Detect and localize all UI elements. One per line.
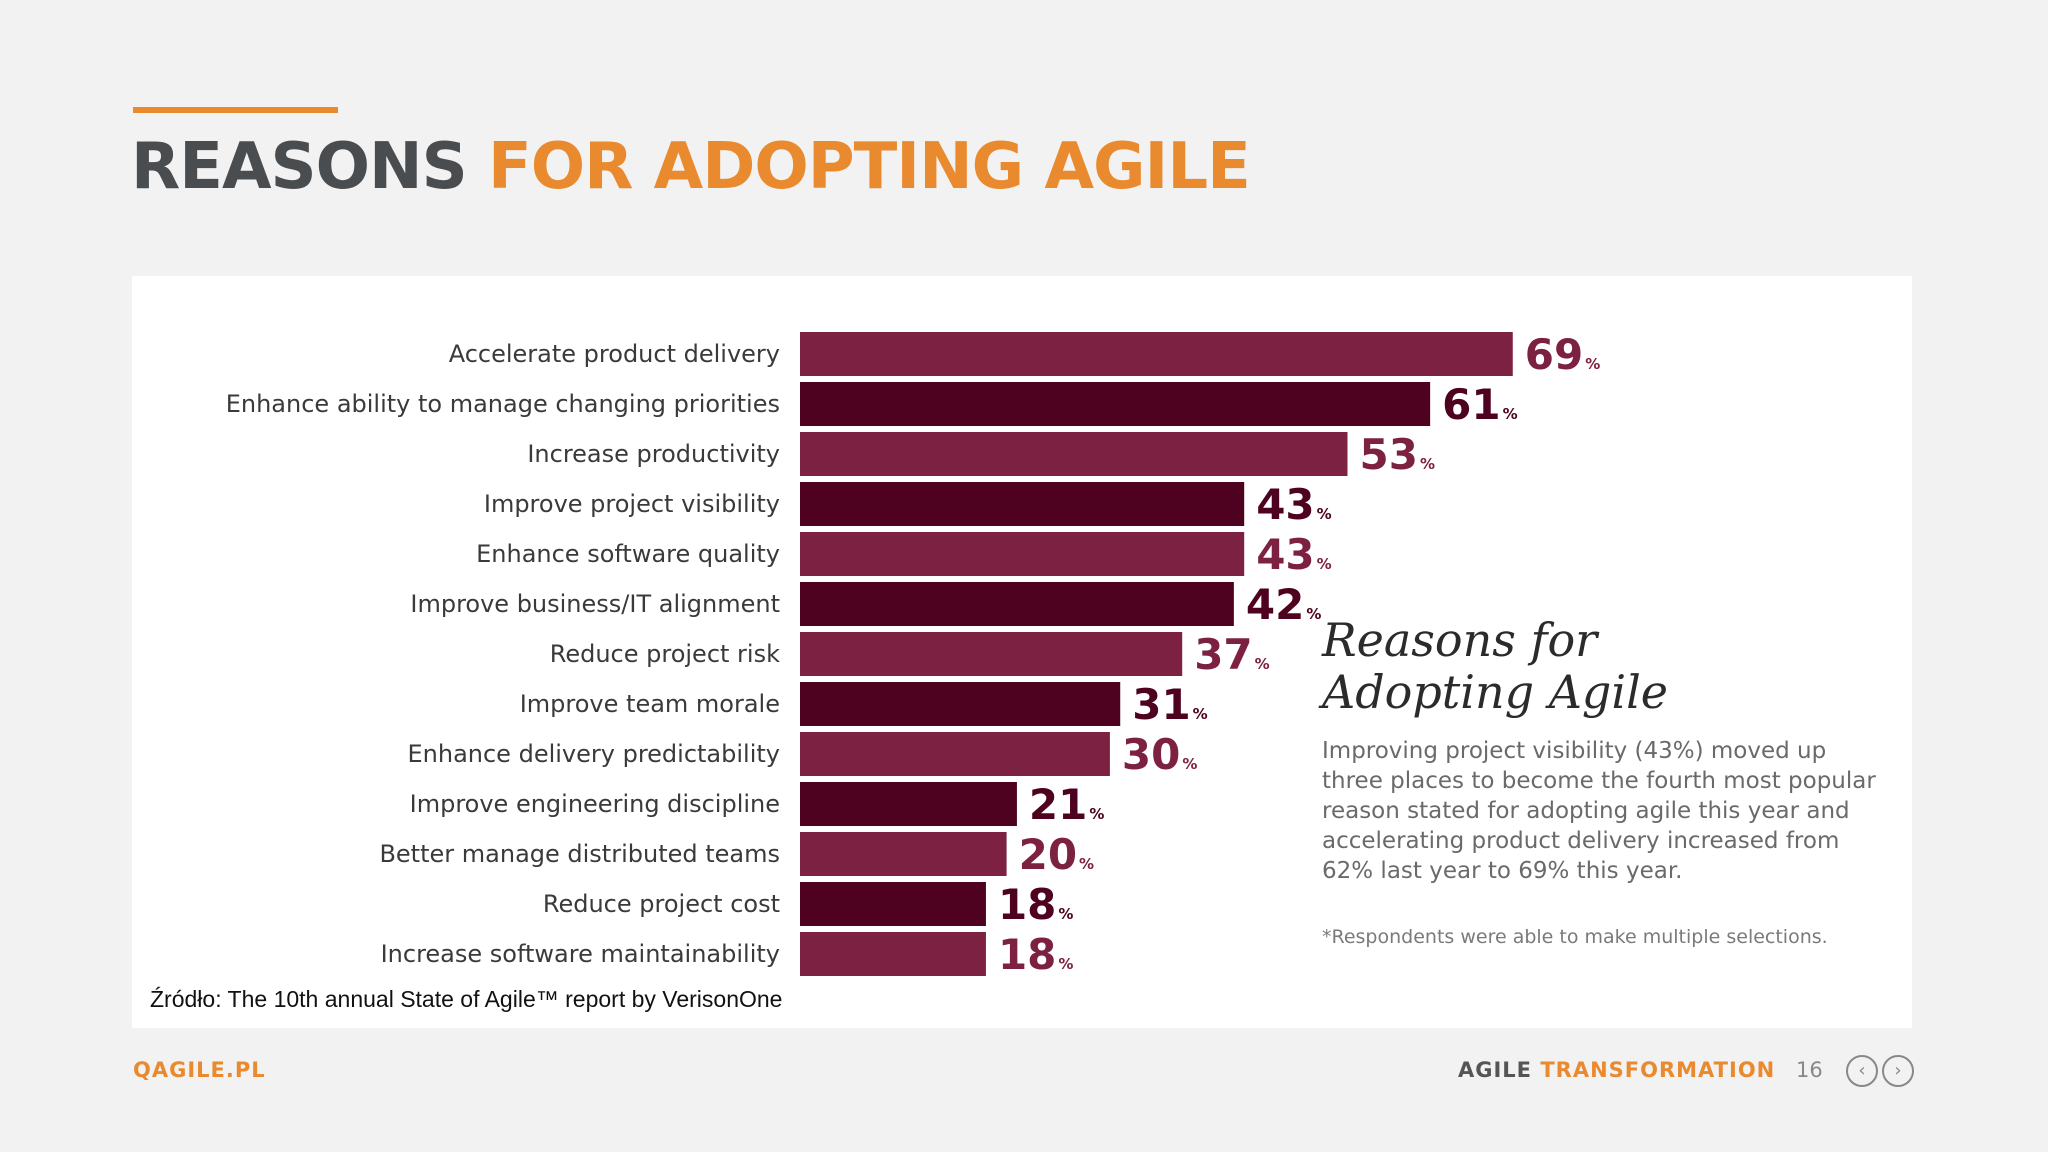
bar: [800, 532, 1245, 576]
bar: [800, 632, 1183, 676]
sidebar-text: Improving project visibility (43%) moved…: [1322, 738, 1876, 884]
bar-chart: Accelerate product delivery 69 % Enhance ab…: [226, 330, 1601, 979]
bar: [800, 782, 1017, 826]
data-label: 53%: [1359, 430, 1434, 479]
title-part-2: FOR ADOPTING AGILE: [487, 130, 1251, 204]
data-label: 43%: [1256, 480, 1331, 529]
category-label: Improve team morale: [520, 690, 780, 718]
source-note: Źródło: The 10th annual State of Agile™ …: [150, 986, 783, 1012]
bar: [800, 582, 1234, 626]
sidebar-note: *Respondents were able to make multiple …: [1322, 926, 1828, 948]
footer-brand-link[interactable]: QAGILE.PL: [133, 1058, 266, 1082]
data-label: 18%: [998, 880, 1073, 929]
bar: [800, 382, 1431, 426]
data-label: 30%: [1122, 730, 1197, 779]
sidebar-title: Reasons for Adopting Agile: [1322, 614, 1882, 718]
data-label: 42%: [1246, 580, 1321, 629]
data-label: 37%: [1194, 630, 1269, 679]
bar: [800, 332, 1513, 376]
bar: [800, 732, 1110, 776]
footer-section-part-1: AGILE: [1458, 1058, 1533, 1082]
sidebar-title-line-2: Adopting Agile: [1322, 665, 1669, 719]
bar: [800, 882, 986, 926]
sidebar-title-line-1: Reasons for: [1322, 613, 1598, 667]
bar: [800, 932, 986, 976]
bar: [800, 482, 1245, 526]
title-accent-line: [133, 107, 338, 113]
category-label: Improve engineering discipline: [410, 790, 780, 818]
data-label: 18%: [998, 930, 1073, 979]
category-label: Accelerate product delivery: [449, 340, 780, 368]
chevron-right-icon[interactable]: ›: [1882, 1055, 1914, 1087]
bar: [800, 432, 1348, 476]
footer-section-part-2: TRANSFORMATION: [1540, 1058, 1776, 1082]
page-title: REASONS FOR ADOPTING AGILE: [131, 130, 1251, 204]
category-label: Better manage distributed teams: [379, 840, 780, 868]
category-label: Improve business/IT alignment: [410, 590, 780, 618]
sidebar-callout: Reasons for Adopting Agile Improving pro…: [1322, 614, 1882, 950]
category-label: Enhance software quality: [476, 540, 780, 568]
category-label: Reduce project risk: [550, 640, 780, 668]
data-label: 69%: [1525, 330, 1600, 379]
bar: [800, 682, 1121, 726]
chart-panel: Accelerate product delivery 69% Enhance ab…: [132, 276, 1912, 1028]
data-label: 31%: [1132, 680, 1207, 729]
category-label: Enhance ability to manage changing prior…: [226, 390, 780, 418]
category-label: Enhance delivery predictability: [407, 740, 780, 768]
footer-section-title: AGILE TRANSFORMATION: [1458, 1058, 1775, 1082]
data-label: 61%: [1442, 380, 1517, 429]
data-label: 20%: [1019, 830, 1094, 879]
page-number: 16: [1796, 1058, 1823, 1082]
data-label: 21%: [1029, 780, 1104, 829]
category-label: Improve project visibility: [484, 490, 780, 518]
category-label: Increase software maintainability: [381, 940, 780, 968]
category-label: Reduce project cost: [543, 890, 780, 918]
title-part-1: REASONS: [131, 130, 468, 204]
chevron-left-icon[interactable]: ‹: [1846, 1055, 1878, 1087]
bar: [800, 832, 1007, 876]
data-label: 43%: [1256, 530, 1331, 579]
category-label: Increase productivity: [527, 440, 780, 468]
